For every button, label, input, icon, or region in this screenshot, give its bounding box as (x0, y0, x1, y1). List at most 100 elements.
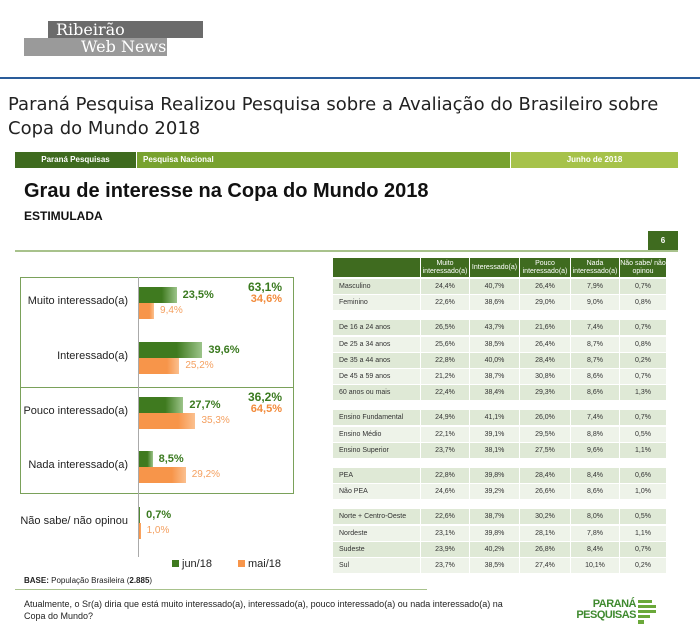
table-row: Norte + Centro-Oeste 22,6% 38,7% 30,2% 8,0% 0… (333, 509, 667, 525)
table-row: Sul 23,7% 38,5% 27,4% 10,1% 0,2% (333, 558, 667, 573)
table-cell: 23,1% (421, 525, 470, 541)
table-cell: 8,4% (571, 541, 620, 557)
category-label: Pouco interessado(a) (23, 405, 128, 417)
slide-title: Grau de interesse na Copa do Mundo 2018 (24, 180, 429, 202)
row-label: De 35 a 44 anos (333, 352, 421, 368)
site-logo-web-news[interactable]: Web News (24, 38, 167, 56)
parana-pesquisas-logo: PARANÁ PESQUISAS (576, 596, 662, 626)
table-cell: 8,6% (571, 369, 620, 384)
row-label: Ensino Superior (333, 442, 421, 458)
bar-jun (139, 397, 184, 413)
table-cell: 39,8% (470, 468, 520, 483)
table-cell: 28,4% (520, 352, 571, 368)
value-label-mai: 1,0% (146, 525, 170, 536)
base-close: ) (149, 576, 153, 585)
article-title: Paraná Pesquisa Realizou Pesquisa sobre … (8, 94, 659, 139)
value-label-jun: 0,7% (146, 509, 172, 521)
table-cell: 7,4% (571, 410, 620, 426)
bar-mai (139, 523, 141, 539)
value-label-mai: 29,2% (191, 469, 221, 480)
row-label: De 45 a 59 anos (333, 369, 421, 384)
logo-line2: PESQUISAS (576, 609, 636, 621)
value-label-mai: 9,4% (160, 305, 183, 316)
table-cell: 0,7% (620, 541, 667, 557)
table-cell: 24,6% (421, 484, 470, 500)
bar-jun (139, 287, 177, 303)
table-cell: 0,7% (620, 279, 667, 294)
value-label-mai: 35,3% (201, 415, 230, 426)
bar-left: Paraná Pesquisas (15, 152, 136, 168)
table-row: Masculino 24,4% 40,7% 26,4% 7,9% 0,7% (333, 279, 667, 294)
table-row: Feminino 22,6% 38,6% 29,0% 9,0% 0,8% (333, 295, 667, 311)
bar-mai (139, 413, 196, 429)
column-header: Interessado(a) (470, 258, 520, 277)
category-label: Não sabe/ não opinou (20, 515, 128, 527)
table-cell: 0,8% (620, 336, 667, 352)
table-cell: 30,2% (520, 509, 571, 525)
table-cell: 8,8% (571, 426, 620, 442)
row-label: Sudeste (333, 541, 421, 557)
table-row: De 25 a 34 anos 25,6% 38,5% 26,4% 8,7% 0,8% (333, 336, 667, 352)
bar-jun (139, 451, 153, 467)
row-label: Norte + Centro-Oeste (333, 509, 421, 525)
table-cell: 38,5% (470, 336, 520, 352)
row-label: Não PEA (333, 484, 421, 500)
table-cell: 29,5% (520, 426, 571, 442)
legend-swatch-mai (237, 560, 245, 567)
table-cell: 7,4% (571, 320, 620, 336)
table-cell: 1,0% (620, 484, 667, 500)
table-cell: 23,7% (421, 442, 470, 458)
table-cell: 22,8% (421, 352, 470, 368)
chart-legend: jun/18 mai/18 (172, 558, 281, 570)
value-label-jun: 39,6% (208, 344, 240, 356)
table-cell: 0,6% (620, 468, 667, 483)
table-cell: 8,6% (571, 385, 620, 401)
row-label: 60 anos ou mais (333, 385, 421, 401)
base-value: 2.885 (129, 576, 150, 585)
table-cell: 0,7% (620, 320, 667, 336)
table-cell: 22,6% (421, 509, 470, 525)
table-cell: 7,8% (571, 525, 620, 541)
table-row: 60 anos ou mais 22,4% 38,4% 29,3% 8,6% 1,3% (333, 385, 667, 401)
bar-mai (139, 467, 186, 483)
table-row: PEA 22,8% 39,8% 28,4% 8,4% 0,6% (333, 468, 667, 483)
table-cell: 30,8% (520, 369, 571, 384)
category-label: Interessado(a) (57, 350, 128, 362)
table-cell: 8,7% (571, 336, 620, 352)
table-row: Ensino Superior 23,7% 38,1% 27,5% 9,6% 1,1% (333, 442, 667, 458)
table-cell: 7,9% (571, 279, 620, 294)
site-logo-ribeirao[interactable]: Ribeirão (48, 21, 203, 38)
row-label: De 16 a 24 anos (333, 320, 421, 336)
survey-question: Atualmente, o Sr(a) diria que está muito… (24, 599, 503, 621)
table-cell: 39,2% (470, 484, 520, 500)
table-cell: 0,2% (620, 558, 667, 573)
table-cell: 24,4% (421, 279, 470, 294)
table-cell: 0,5% (620, 509, 667, 525)
table-cell: 38,1% (470, 442, 520, 458)
bar-right: Junho de 2018 (510, 152, 678, 168)
value-label-jun: 23,5% (182, 289, 214, 301)
table-cell: 0,5% (620, 426, 667, 442)
bar-jun (139, 342, 203, 358)
table-cell: 40,2% (470, 541, 520, 557)
table-cell: 41,1% (470, 410, 520, 426)
table-cell: 9,0% (571, 295, 620, 311)
legend-label-mai: mai/18 (247, 558, 282, 570)
bar-mai (139, 303, 155, 319)
column-header (333, 258, 421, 277)
table-cell: 26,6% (520, 484, 571, 500)
table-row: Ensino Fundamental 24,9% 41,1% 26,0% 7,4% 0,7… (333, 410, 667, 426)
table-cell: 26,0% (520, 410, 571, 426)
table-row: Nordeste 23,1% 39,8% 28,1% 7,8% 1,1% (333, 525, 667, 541)
table-row: De 45 a 59 anos 21,2% 38,7% 30,8% 8,6% 0,7% (333, 369, 667, 384)
table-cell: 8,0% (571, 509, 620, 525)
table-cell: 24,9% (421, 410, 470, 426)
table-cell: 26,4% (520, 279, 571, 294)
table-cell: 8,7% (571, 352, 620, 368)
table-cell: 21,6% (520, 320, 571, 336)
table-cell: 38,6% (470, 295, 520, 311)
table-cell: 40,7% (470, 279, 520, 294)
slide-header-bar: Paraná Pesquisas Pesquisa Nacional Junho… (15, 152, 678, 168)
slide-subtitle: ESTIMULADA (24, 209, 103, 223)
chart-axis (138, 277, 139, 557)
